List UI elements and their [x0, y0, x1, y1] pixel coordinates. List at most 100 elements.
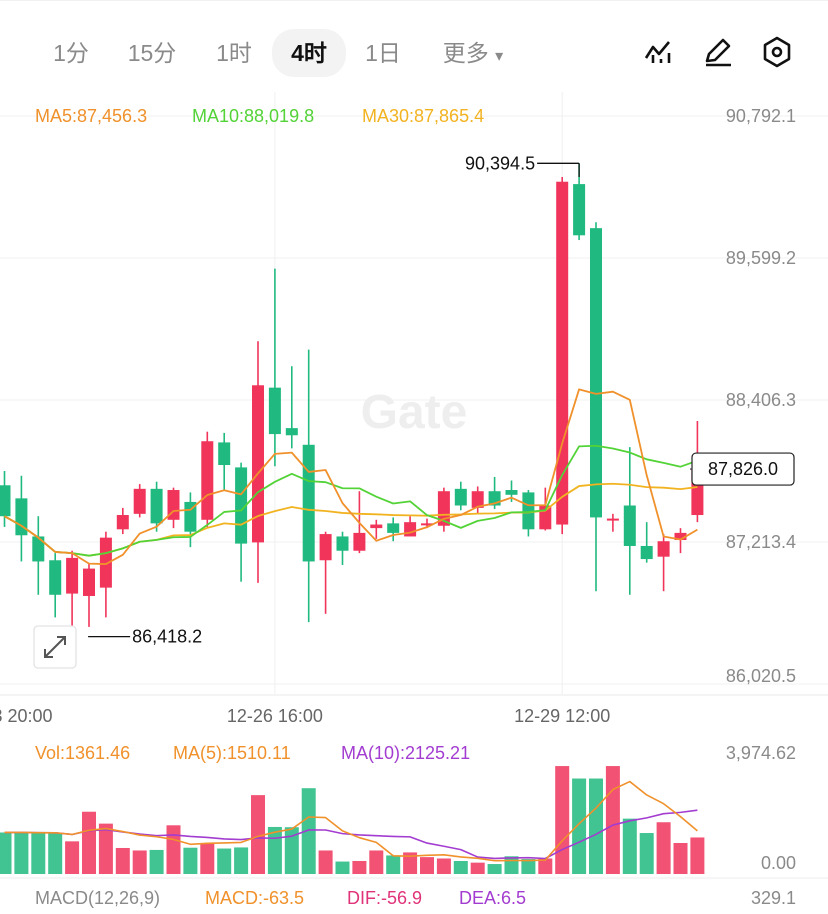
- candle-body: [32, 536, 45, 562]
- ma5-line: [4, 388, 698, 565]
- vol-ma5-legend: MA(5):1510.11: [173, 743, 291, 763]
- ma5-legend: MA5:87,456.3: [35, 106, 147, 126]
- volume-bar: [166, 825, 181, 874]
- candle-body: [387, 523, 400, 533]
- candle-body: [522, 492, 535, 530]
- ma30-legend: MA30:87,865.4: [362, 106, 484, 126]
- candle-body: [150, 488, 163, 524]
- macd-axis-top: 329.1: [751, 888, 796, 908]
- volume-bar: [301, 788, 316, 874]
- candle-body: [505, 490, 518, 495]
- x-tick-label: 12-23 20:00: [0, 706, 53, 726]
- macd-value: MACD:-63.5: [205, 888, 304, 908]
- candle: [285, 366, 298, 449]
- expand-arrows-icon: [44, 636, 66, 658]
- candle-body: [0, 485, 11, 517]
- volume-bar: [555, 766, 570, 874]
- volume-bar: [183, 847, 198, 874]
- dif-value: DIF:-56.9: [347, 888, 422, 908]
- candle-body: [606, 518, 619, 521]
- candle: [252, 341, 264, 583]
- candle: [184, 492, 197, 548]
- volume-bar: [572, 778, 587, 874]
- candle: [150, 481, 163, 532]
- candle-body: [285, 428, 298, 436]
- candle-body: [83, 568, 95, 596]
- candle-body: [623, 505, 636, 546]
- more-label: 更多: [442, 40, 489, 66]
- timeframe-toolbar: 1分 15分 1时 4时 1日 更多 ▾: [0, 0, 828, 93]
- candle-body: [471, 491, 484, 508]
- volume-y-axis: 3,974.62 0.00: [726, 743, 796, 873]
- candle-body: [353, 532, 366, 551]
- candle: [387, 517, 400, 542]
- candle-body: [319, 534, 332, 561]
- volume-bar: [31, 833, 46, 874]
- volume-bar: [82, 811, 96, 874]
- current-price-box: [691, 452, 795, 486]
- vol-legend: Vol:1361.46: [35, 743, 130, 763]
- draw-pencil-icon[interactable]: [701, 35, 735, 69]
- low-price-label: 86,418.2: [132, 627, 202, 647]
- volume-bar: [115, 847, 130, 874]
- y-tick-label: 88,406.3: [726, 390, 796, 410]
- timeframe-1h[interactable]: 1时: [216, 40, 252, 66]
- candle: [606, 513, 619, 532]
- candle-body: [404, 522, 417, 537]
- candle: [623, 447, 636, 595]
- volume-bar: [622, 818, 637, 874]
- timeframe-more[interactable]: 更多 ▾: [428, 29, 518, 77]
- candle: [454, 481, 467, 511]
- candle: [556, 176, 569, 535]
- price-legend: MA5:87,456.3 MA10:88,019.8 MA30:87,865.4: [35, 106, 484, 126]
- volume-bar: [690, 837, 705, 874]
- current-price-label: 87,826.0: [708, 459, 778, 479]
- volume-bar: [605, 766, 620, 874]
- high-marker: 90,394.5: [465, 153, 580, 177]
- volume-bar: [352, 860, 367, 874]
- candle: [218, 432, 231, 491]
- y-tick-label: 87,213.4: [726, 532, 796, 552]
- expand-button[interactable]: [33, 625, 77, 669]
- candle: [268, 268, 281, 467]
- candle-body: [590, 228, 602, 518]
- volume-bar: [200, 843, 215, 874]
- candle: [370, 519, 383, 539]
- volume-bar: [14, 832, 29, 874]
- volume-bar: [589, 778, 603, 874]
- ma10-legend: MA10:88,019.8: [192, 106, 314, 126]
- timeframe-1d[interactable]: 1日: [365, 40, 401, 66]
- timeframe-15m[interactable]: 15分: [127, 40, 177, 66]
- volume-legend: Vol:1361.46 MA(5):1510.11 MA(10):2125.21: [35, 743, 470, 763]
- price-chart[interactable]: Gate 90,792.1 89,599.2 88,406.3 87,213.4 86,…: [0, 92, 828, 914]
- time-x-axis: 12-23 20:00 12-26 16:00 12-29 12:00: [0, 706, 610, 726]
- volume-bar: [538, 858, 553, 874]
- candle: [590, 222, 602, 592]
- settings-hexagon-icon[interactable]: [760, 35, 794, 69]
- candle: [336, 531, 349, 566]
- candle-body: [573, 184, 586, 236]
- volume-bar: [487, 864, 502, 874]
- candle: [83, 563, 95, 627]
- candle-body: [421, 523, 433, 526]
- high-price-label: 90,394.5: [465, 153, 535, 173]
- timeframe-1m[interactable]: 1分: [53, 40, 89, 66]
- candle: [471, 486, 484, 514]
- x-tick-label: 12-26 16:00: [227, 706, 323, 726]
- y-tick-label: 90,792.1: [726, 106, 796, 126]
- candle-body: [437, 491, 450, 526]
- indicator-icon[interactable]: [641, 35, 675, 69]
- candle-body: [454, 488, 467, 506]
- candle: [15, 475, 28, 562]
- volume-y-tick-label: 0.00: [761, 853, 796, 873]
- candle-body: [640, 545, 653, 560]
- volume-bar: [656, 822, 671, 874]
- volume-bar: [98, 823, 113, 874]
- candle: [657, 534, 670, 592]
- dea-value: DEA:6.5: [459, 888, 526, 908]
- timeframe-4h[interactable]: 4时: [272, 29, 346, 77]
- volume-bar: [318, 850, 333, 874]
- x-tick-label: 12-29 12:00: [514, 706, 610, 726]
- volume-bar: [504, 856, 519, 874]
- candle-body: [252, 385, 264, 543]
